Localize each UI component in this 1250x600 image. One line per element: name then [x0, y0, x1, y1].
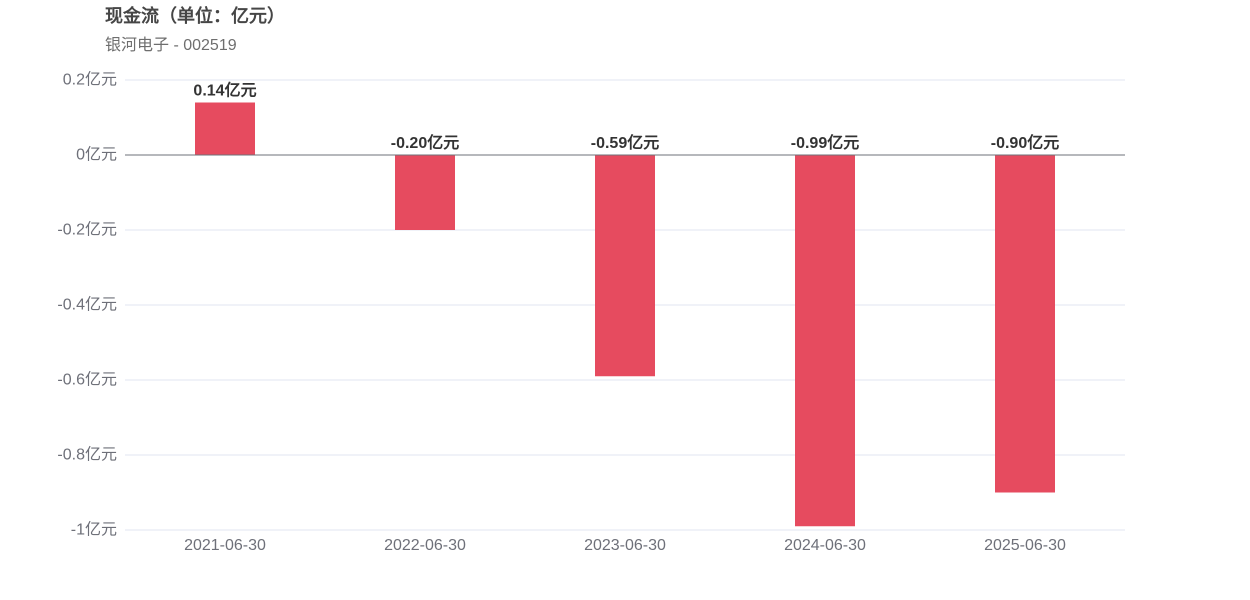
x-tick-label: 2024-06-30 — [784, 537, 866, 554]
bar-data-label: -0.20亿元 — [391, 133, 459, 152]
y-tick-label: -1亿元 — [71, 521, 117, 539]
x-tick-label: 2025-06-30 — [984, 537, 1066, 554]
bar-2024-06-30[interactable] — [795, 155, 855, 527]
bar-2023-06-30[interactable] — [595, 155, 655, 377]
x-tick-label: 2023-06-30 — [584, 537, 666, 554]
bar-2021-06-30[interactable] — [195, 102, 255, 156]
y-tick-label: 0.2亿元 — [63, 71, 117, 89]
y-tick-label: -0.2亿元 — [57, 221, 117, 239]
y-tick-label: 0亿元 — [76, 146, 117, 164]
x-tick-label: 2022-06-30 — [384, 537, 466, 554]
y-tick-label: -0.8亿元 — [57, 446, 117, 464]
bars — [195, 102, 1055, 527]
chart-subtitle: 银河电子 - 002519 — [105, 37, 237, 54]
bar-2025-06-30[interactable] — [995, 155, 1055, 493]
chart-title: 现金流（单位：亿元） — [105, 6, 285, 26]
bar-data-labels: 0.14亿元 -0.20亿元 -0.59亿元 -0.99亿元 -0.90亿元 — [193, 81, 1059, 153]
y-axis-tick-labels: 0.2亿元 0亿元 -0.2亿元 -0.4亿元 -0.6亿元 -0.8亿元 -1亿元 — [57, 71, 117, 539]
bar-data-label: -0.90亿元 — [991, 133, 1059, 152]
bar-2022-06-30[interactable] — [395, 155, 455, 230]
bar-data-label: 0.14亿元 — [193, 81, 256, 100]
grid-lines — [125, 79, 1125, 531]
bar-data-label: -0.99亿元 — [791, 133, 859, 152]
x-axis-tick-labels: 2021-06-30 2022-06-30 2023-06-30 2024-06-30… — [184, 537, 1066, 554]
x-tick-label: 2021-06-30 — [184, 537, 266, 554]
y-tick-label: -0.6亿元 — [57, 371, 117, 389]
bar-data-label: -0.59亿元 — [591, 133, 659, 152]
y-tick-label: -0.4亿元 — [57, 296, 117, 314]
